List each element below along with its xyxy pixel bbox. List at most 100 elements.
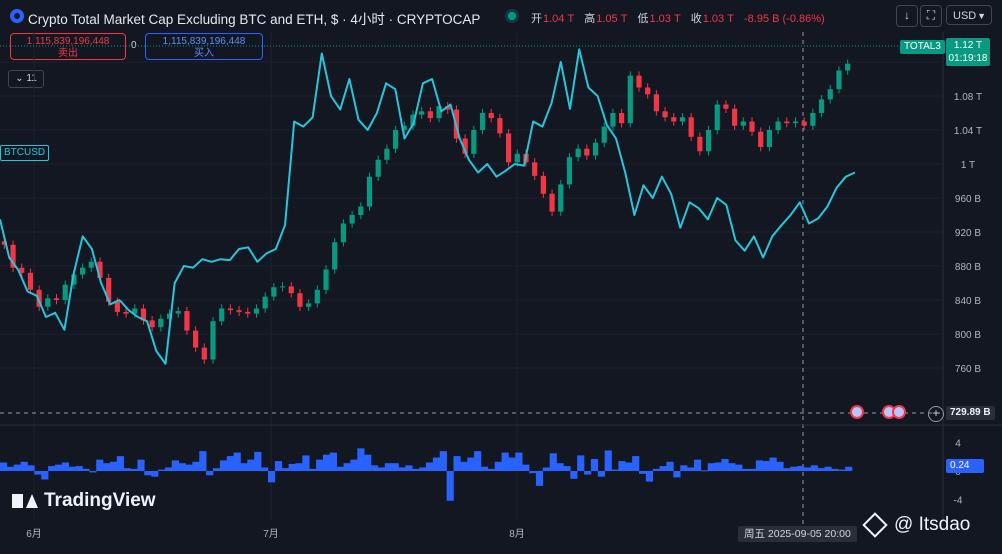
candle xyxy=(375,155,381,181)
candle xyxy=(358,202,364,220)
candle xyxy=(184,306,190,335)
candle xyxy=(784,117,790,128)
currency-value: USD xyxy=(953,10,977,22)
fullscreen-icon[interactable]: ⛶ xyxy=(920,5,942,27)
candle-body xyxy=(514,153,520,163)
candle xyxy=(132,304,138,318)
candle xyxy=(575,144,581,162)
candle-body xyxy=(36,289,42,307)
add-alert-icon[interactable]: + xyxy=(928,406,944,422)
osc-tick-label: -4 xyxy=(954,495,963,506)
symbol-logo-icon xyxy=(10,9,24,23)
candle xyxy=(53,294,60,305)
osc-bar xyxy=(824,466,832,471)
candle-body xyxy=(523,153,529,163)
osc-bar xyxy=(666,461,674,471)
candle-body xyxy=(392,130,399,149)
osc-bar xyxy=(371,465,379,471)
watermark: @ Itsdao xyxy=(862,512,970,538)
symbol-title[interactable]: Crypto Total Market Cap Excluding BTC an… xyxy=(28,12,481,27)
us-flag-event-icon[interactable] xyxy=(850,405,864,419)
candle-body xyxy=(236,310,242,312)
osc-bar xyxy=(357,448,365,471)
osc-bar xyxy=(261,467,269,471)
candle xyxy=(392,125,399,153)
candle-body xyxy=(271,287,277,297)
osc-bar xyxy=(109,461,118,471)
osc-bar xyxy=(267,471,276,483)
osc-bar xyxy=(652,468,660,471)
candle-body xyxy=(592,142,599,156)
candle xyxy=(62,280,68,305)
osc-bar xyxy=(831,468,839,471)
candle-body xyxy=(445,106,451,110)
candle xyxy=(688,113,694,142)
binance-logo-icon xyxy=(862,512,888,538)
candle xyxy=(27,268,34,295)
candle-body xyxy=(1,241,7,245)
candle xyxy=(245,307,251,318)
candle-body xyxy=(427,111,433,119)
candle-body xyxy=(792,121,799,124)
chevron-down-icon: ▼ xyxy=(977,11,986,21)
candle-body xyxy=(88,261,94,268)
osc-bar xyxy=(673,471,681,478)
candle-body xyxy=(71,274,77,285)
candle xyxy=(140,304,147,325)
osc-bar xyxy=(480,466,489,471)
osc-bar xyxy=(412,468,420,471)
arrow-down-icon[interactable]: ↓ xyxy=(896,5,918,27)
indicators-toggle[interactable]: ⌄ 11 xyxy=(8,70,44,88)
candle-body xyxy=(662,111,668,118)
y-tick-label: 920 B xyxy=(955,228,981,239)
osc-bar xyxy=(144,471,152,476)
candle-body xyxy=(314,289,320,304)
candle xyxy=(314,285,320,308)
candle xyxy=(610,108,616,131)
candle xyxy=(653,90,659,116)
candle-body xyxy=(627,75,633,124)
candle xyxy=(349,210,355,228)
candle xyxy=(262,292,268,313)
candle xyxy=(671,113,677,126)
osc-bar xyxy=(48,466,56,471)
candle xyxy=(106,273,112,306)
candle-body xyxy=(801,121,807,126)
osc-bar xyxy=(295,463,303,471)
candle-body xyxy=(401,125,407,130)
osc-bar xyxy=(61,462,70,471)
candle-body xyxy=(323,269,329,290)
osc-bar xyxy=(742,468,750,471)
candle-body xyxy=(766,130,773,147)
candle-body xyxy=(497,118,503,134)
ohlc-low-key: 低 xyxy=(637,13,649,25)
candle-body xyxy=(645,87,651,95)
last-price-tag: 1.12 T 01:19:18 xyxy=(946,38,990,66)
candle-body xyxy=(279,286,286,288)
candle-body xyxy=(245,311,251,314)
buy-button[interactable]: 1,115,839,196,448 买入 xyxy=(145,33,263,60)
osc-bar xyxy=(343,463,351,471)
candle-body xyxy=(358,206,364,215)
candle xyxy=(227,304,233,315)
oscillator-value-tag: 0.24 xyxy=(946,459,984,473)
osc-bar xyxy=(151,471,159,477)
osc-bar xyxy=(467,457,475,471)
candle-body xyxy=(540,175,546,194)
sell-button[interactable]: 1,115,839,196,448 卖出 xyxy=(10,33,126,60)
osc-bar xyxy=(714,462,722,471)
osc-bar xyxy=(206,471,214,476)
total3-series-label: TOTAL3 xyxy=(900,40,945,54)
candle-body xyxy=(210,321,216,360)
btcusd-series-label[interactable]: BTCUSD xyxy=(0,145,50,161)
candle xyxy=(845,59,851,75)
candle-body xyxy=(375,159,381,177)
osc-bar xyxy=(446,471,454,501)
candle xyxy=(619,108,625,128)
currency-select[interactable]: USD ▼ xyxy=(946,5,992,25)
osc-bar xyxy=(604,450,612,471)
candle-body xyxy=(749,121,755,132)
us-flag-event-icon[interactable] xyxy=(892,405,906,419)
osc-bar xyxy=(329,452,337,471)
